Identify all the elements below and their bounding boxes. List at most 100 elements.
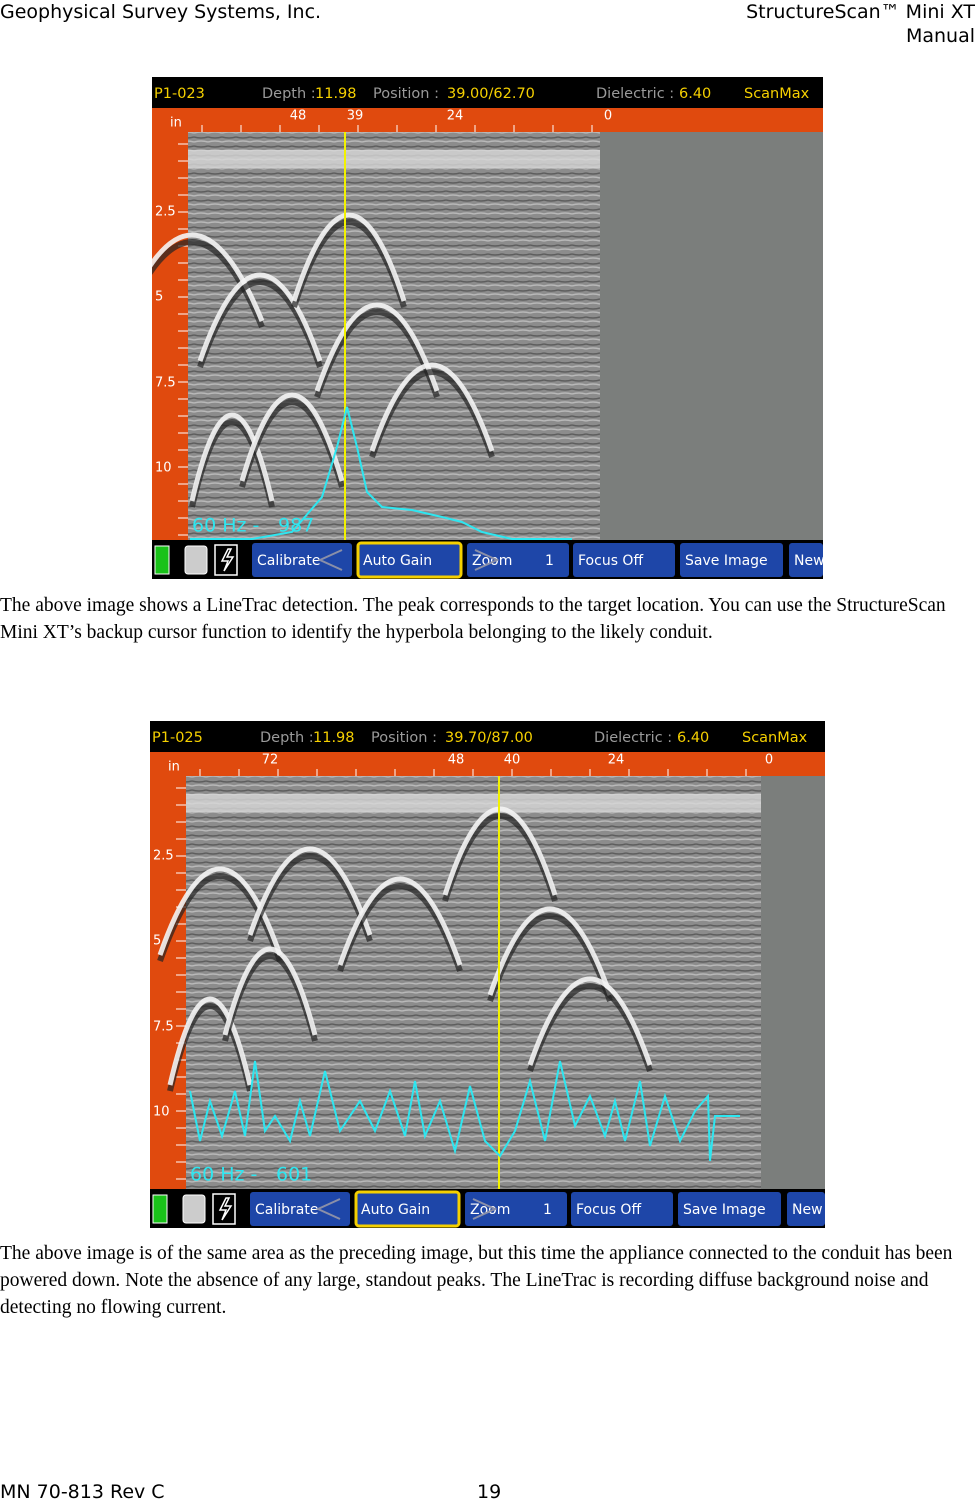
arrow-right (474, 549, 500, 571)
hyperbola (337, 883, 463, 972)
linetrac-value: 601 (276, 1164, 312, 1186)
button (465, 1192, 567, 1226)
status-mode: ScanMax (744, 86, 810, 102)
status-dielectric: 6.40 (679, 86, 711, 102)
hyperbola (291, 219, 407, 308)
button (250, 1192, 350, 1226)
hyperbola (157, 873, 283, 962)
header-right-line: StructureScan™ Mini XT (746, 1, 975, 23)
button-label: Focus Off (576, 1202, 641, 1218)
button-label: Save Image (683, 1202, 766, 1218)
button-label: Auto Gain (363, 553, 432, 569)
surface-band (186, 794, 761, 812)
button (354, 1190, 461, 1228)
status-depth-label: Depth : (260, 730, 314, 746)
status-position-label: Position : (373, 86, 439, 102)
button (787, 1192, 825, 1226)
button-label: Save Image (685, 553, 768, 569)
linetrac-trace (190, 406, 572, 540)
hyperbola (314, 302, 440, 392)
hyperbola (527, 976, 653, 1066)
hyperbola (189, 412, 275, 502)
ruler-label: 39 (347, 109, 364, 124)
depth-ruler (152, 132, 188, 540)
depth-label: 5 (153, 934, 161, 949)
hyperbola (487, 913, 613, 1002)
hyperbola (291, 212, 407, 302)
button (571, 1192, 673, 1226)
status-file: P1-025 (152, 730, 203, 746)
button (467, 543, 569, 577)
header-left: Geophysical Survey Systems, Inc. (0, 1, 322, 23)
page-number: 19 (477, 1481, 502, 1503)
status-depth: 11.98 (313, 730, 355, 746)
linetrac-label: 60 Hz - (192, 515, 259, 537)
hyperbola (222, 946, 318, 1036)
hyperbola (527, 983, 653, 1072)
hyperbola (197, 279, 323, 368)
ruler-label: 24 (447, 109, 464, 124)
caption: The above image is of the same area as t… (0, 1243, 953, 1318)
ruler-label: 0 (604, 109, 612, 124)
hyperbola (369, 362, 495, 452)
button (789, 543, 823, 577)
hyperbola (369, 369, 495, 458)
linetrac-trace (189, 1060, 740, 1162)
radargram (188, 132, 600, 540)
depth-label: 10 (153, 1105, 170, 1120)
ruler-bar (152, 108, 823, 132)
arrow-right (472, 1198, 498, 1220)
depth-label: 7.5 (153, 1020, 174, 1035)
ruler-label: 0 (765, 753, 773, 768)
footer-left: MN 70-813 Rev C (0, 1481, 165, 1503)
ruler-unit: in (170, 116, 182, 131)
ruler-bar (150, 752, 825, 776)
button (573, 543, 675, 577)
button-label: Auto Gain (361, 1202, 430, 1218)
surface-band (188, 150, 600, 168)
power-icon (212, 1193, 236, 1225)
depth-ruler (150, 776, 186, 1189)
depth-label: 2.5 (153, 849, 174, 864)
linetrac-value: 987 (278, 515, 314, 537)
button-label: Calibrate (257, 553, 320, 569)
radargram (186, 776, 761, 1189)
depth-label: 10 (155, 461, 172, 476)
ruler-label: 72 (262, 753, 279, 768)
button-label: New (794, 553, 824, 569)
status-depth: 11.98 (315, 86, 357, 102)
ruler-label: 24 (608, 753, 625, 768)
hyperbola (337, 876, 463, 966)
status-depth-label: Depth : (262, 86, 316, 102)
button (252, 543, 352, 577)
status-position: 39.00/62.70 (447, 86, 535, 102)
ruler-label: 40 (504, 753, 521, 768)
storage-icon (184, 545, 208, 575)
status-dielectric: 6.40 (677, 730, 709, 746)
hyperbola (247, 846, 373, 936)
hyperbola (197, 272, 323, 362)
button-label: Zoom (472, 553, 512, 569)
ruler-label: 48 (448, 753, 465, 768)
button (678, 1192, 781, 1226)
hyperbola (239, 392, 345, 482)
zoom-level: 1 (543, 1202, 552, 1218)
power-icon (214, 544, 238, 576)
button (356, 541, 463, 579)
linetrac-label: 60 Hz - (190, 1164, 257, 1186)
screenshot: P1-025 Depth :11.98 Position : 39.70/87.00 D… (150, 721, 825, 1228)
arrow-left (315, 1198, 341, 1220)
button-label: Focus Off (578, 553, 643, 569)
zoom-level: 1 (545, 553, 554, 569)
battery (154, 545, 170, 575)
depth-label: 7.5 (155, 376, 176, 391)
hyperbola (487, 906, 613, 996)
hyperbola (247, 853, 373, 942)
hyperbola (157, 866, 283, 956)
hyperbola (314, 309, 440, 398)
status-position-label: Position : (371, 730, 437, 746)
status-dielectric-label: Dielectric : (596, 86, 674, 102)
caption: The above image shows a LineTrac detecti… (0, 595, 946, 643)
hyperbola (167, 996, 253, 1086)
